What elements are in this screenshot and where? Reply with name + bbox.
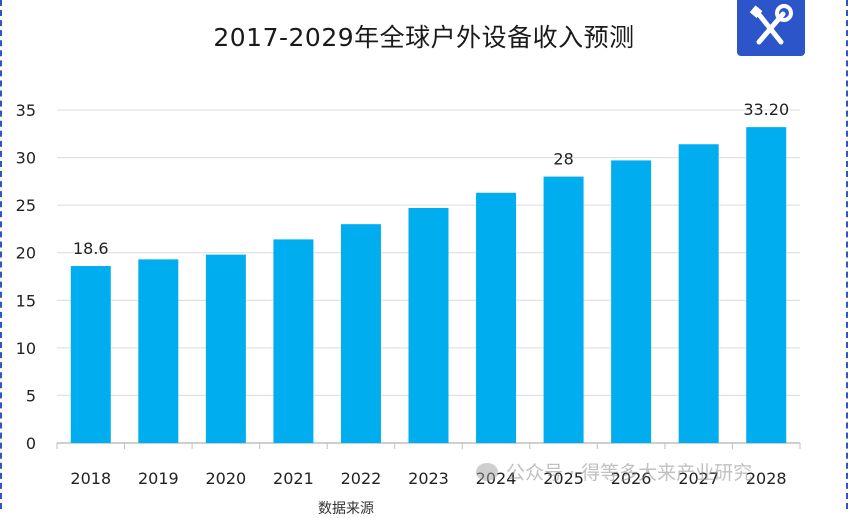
data-label: 33.20 bbox=[743, 100, 789, 119]
bar bbox=[678, 144, 719, 443]
y-axis-ticks: 0 5 10 15 20 25 30 35 bbox=[16, 101, 36, 453]
bar bbox=[543, 176, 584, 443]
y-tick-label: 5 bbox=[26, 386, 36, 405]
y-tick-label: 10 bbox=[16, 339, 36, 358]
x-tick-label: 2019 bbox=[138, 469, 179, 488]
tools-icon bbox=[737, 0, 805, 56]
bar bbox=[611, 160, 652, 443]
y-tick-label: 20 bbox=[16, 244, 36, 263]
bar bbox=[340, 224, 381, 443]
y-tick-label: 30 bbox=[16, 149, 36, 168]
y-tick-label: 15 bbox=[16, 291, 36, 310]
bar bbox=[205, 254, 246, 443]
x-tick-label: 2020 bbox=[206, 469, 247, 488]
data-labels: 18.6 28 33.20 bbox=[73, 100, 789, 258]
y-tick-label: 25 bbox=[16, 196, 36, 215]
bar bbox=[408, 207, 449, 443]
x-tick-label: 2023 bbox=[408, 469, 449, 488]
bar bbox=[138, 259, 179, 443]
x-tick-label: 2018 bbox=[70, 469, 111, 488]
y-tick-label: 35 bbox=[16, 101, 36, 120]
watermark: 公众号 · 得等多大来产业研究 bbox=[476, 458, 752, 485]
x-tick-label: 2028 bbox=[746, 469, 787, 488]
y-tick-label: 0 bbox=[26, 434, 36, 453]
source-note: 数据来源 bbox=[318, 501, 374, 517]
data-label: 18.6 bbox=[73, 239, 109, 258]
chart-title: 2017-2029年全球户外设备收入预测 bbox=[213, 23, 635, 52]
bar bbox=[273, 239, 314, 443]
x-tick-label: 2021 bbox=[273, 469, 314, 488]
wechat-icon bbox=[476, 463, 498, 481]
bar bbox=[476, 192, 517, 443]
x-tick-label: 2026 bbox=[611, 469, 652, 488]
bar bbox=[70, 266, 111, 443]
data-label: 28 bbox=[553, 150, 573, 169]
x-axis-ticks: 2018 2019 2020 2021 2022 2023 2024 2025 2026 2027… bbox=[56, 443, 801, 488]
x-tick-label: 2025 bbox=[543, 469, 584, 488]
x-tick-label: 2027 bbox=[678, 469, 719, 488]
bars bbox=[70, 127, 787, 443]
x-tick-label: 2022 bbox=[341, 469, 382, 488]
bar bbox=[746, 127, 787, 443]
watermark-text: 公众号 · 得等多大来产业研究 bbox=[506, 462, 753, 484]
